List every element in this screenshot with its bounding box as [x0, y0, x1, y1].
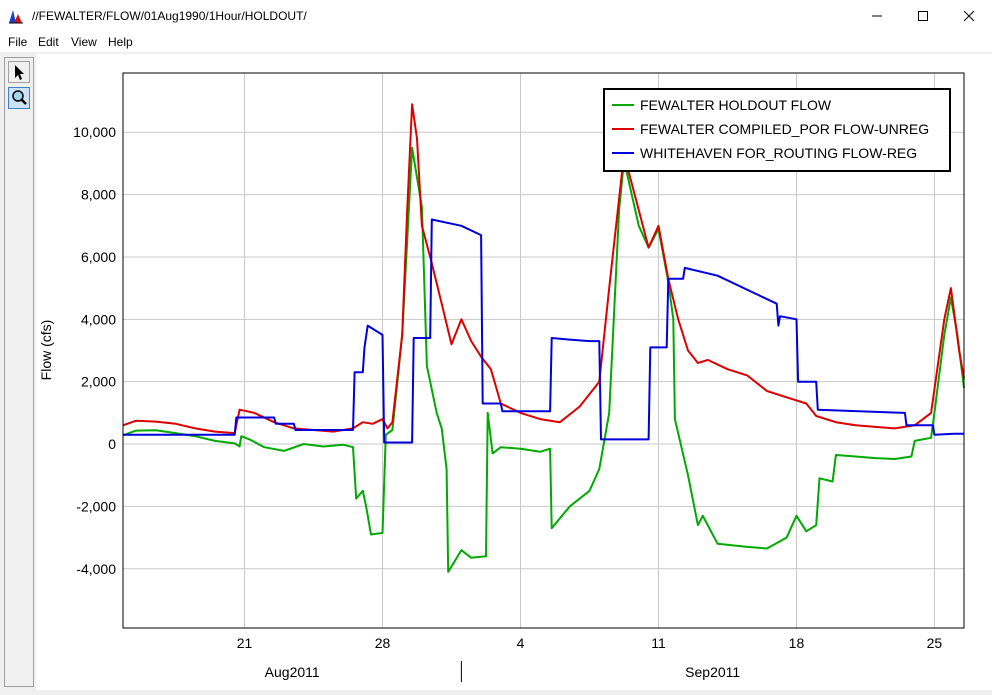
x-tick-label: 11: [651, 635, 666, 651]
title-bar: //FEWALTER/FLOW/01Aug1990/1Hour/HOLDOUT/: [0, 0, 992, 32]
minimize-icon: [872, 15, 882, 17]
period-axis: Aug2011 Sep2011: [265, 661, 740, 682]
x-tick-labels: 21 28 4 11 18 25: [237, 635, 943, 651]
chart-panel: -4,000 -2,000 0 2,000 4,000 6,000 8,000 10,000 …: [36, 54, 992, 690]
menu-bar: File Edit View Help: [0, 32, 992, 52]
y-tick-label: 8,000: [81, 187, 116, 203]
y-tick-label: 10,000: [73, 124, 116, 140]
window-title: //FEWALTER/FLOW/01Aug1990/1Hour/HOLDOUT/: [32, 9, 307, 23]
menu-edit[interactable]: Edit: [38, 35, 59, 49]
menu-view[interactable]: View: [71, 35, 97, 49]
legend-label: FEWALTER HOLDOUT FLOW: [640, 97, 832, 113]
legend-label: FEWALTER COMPILED_POR FLOW-UNREG: [640, 121, 929, 137]
x-tick-label: 21: [237, 635, 253, 651]
menu-file[interactable]: File: [8, 35, 28, 49]
legend-box: [603, 88, 951, 172]
y-tick-label: 0: [108, 436, 116, 452]
legend: FEWALTER HOLDOUT FLOW FEWALTER COMPILED_P…: [603, 88, 951, 172]
tool-palette: [4, 57, 34, 687]
close-icon: [964, 11, 974, 21]
series-lines: [122, 103, 965, 573]
minimize-button[interactable]: [854, 0, 900, 32]
series-line-1: [122, 146, 965, 573]
y-tick-label: -2,000: [76, 498, 116, 514]
x-tick-label: 4: [517, 635, 525, 651]
legend-label: WHITEHAVEN FOR_ROUTING FLOW-REG: [640, 145, 917, 161]
y-tick-label: -4,000: [76, 561, 116, 577]
y-tick-label: 6,000: [81, 249, 116, 265]
menu-help[interactable]: Help: [108, 35, 133, 49]
period-label-sep: Sep2011: [685, 664, 740, 680]
plot-frame: [122, 72, 965, 629]
close-button[interactable]: [946, 0, 992, 32]
y-axis-label: Flow (cfs): [38, 320, 54, 381]
series-line-3: [123, 218, 964, 444]
period-label-aug: Aug2011: [265, 664, 320, 680]
x-tick-label: 18: [789, 635, 805, 651]
y-tick-labels: -4,000 -2,000 0 2,000 4,000 6,000 8,000 10,000: [73, 124, 116, 577]
pointer-tool-button[interactable]: [8, 61, 30, 83]
maximize-icon: [918, 11, 928, 21]
zoom-tool-button[interactable]: [8, 87, 30, 109]
maximize-button[interactable]: [900, 0, 946, 32]
x-tick-label: 25: [927, 635, 943, 651]
flow-chart[interactable]: -4,000-2,00002,0004,0006,0008,00010,000 …: [36, 54, 992, 690]
chart-app-icon: [8, 8, 24, 24]
x-tick-label: 28: [375, 635, 391, 651]
zoom-icon: [12, 90, 27, 105]
pointer-icon: [15, 65, 24, 80]
y-tick-label: 2,000: [81, 374, 116, 390]
y-tick-label: 4,000: [81, 311, 116, 327]
